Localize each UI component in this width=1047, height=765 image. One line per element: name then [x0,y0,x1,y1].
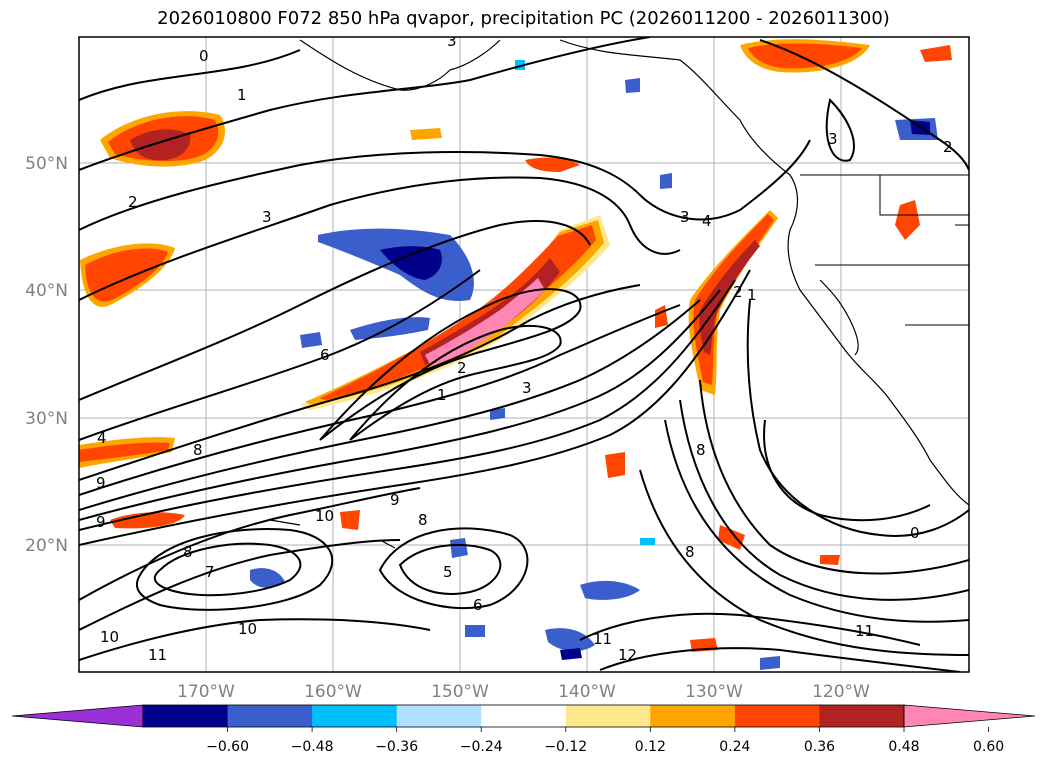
qvapor-contours [79,37,969,672]
colorbar-tick-label: −0.12 [544,739,587,755]
contour-label: 0 [910,524,920,542]
contour-label: 2 [457,359,467,377]
contour-label: 1 [237,86,247,104]
lon-label: 170°W [177,682,235,702]
contour-label: 3 [828,130,838,148]
contour-label: 1 [747,286,757,304]
colorbar-segment [734,705,820,727]
colorbar-segment [312,705,398,727]
contour-label: 11 [593,630,612,648]
contour-label: 3 [522,379,532,397]
contour-label: 8 [418,511,428,529]
colorbar-tick-label: 0.48 [888,739,919,755]
colorbar-segment [650,705,736,727]
map-title: 2026010800 F072 850 hPa qvapor, precipit… [157,8,890,29]
contour-label: 9 [96,474,106,492]
contour-label: 8 [696,441,706,459]
colorbar-tick-label: −0.60 [206,739,249,755]
colorbar-segment [396,705,482,727]
colorbar-tick-label: 0.12 [635,739,666,755]
colorbar-tick-label: 0.60 [973,739,1004,755]
contour-label: 6 [473,596,483,614]
lon-label: 130°W [685,682,743,702]
longitude-labels: 170°W 160°W 150°W 140°W 130°W 120°W [177,682,870,702]
colorbar-segment [481,705,567,727]
contour-label: 2 [943,138,953,156]
colorbar-tick-label: −0.36 [375,739,418,755]
contour-label: 3 [680,208,690,226]
lat-label: 20°N [25,536,68,556]
lon-label: 140°W [558,682,616,702]
contour-label: 6 [320,346,330,364]
contour-label: 7 [205,563,215,581]
colorbar-segment [819,705,905,727]
colorbar-tick-label: 0.24 [719,739,750,755]
contour-label: 4 [702,212,712,230]
colorbar: −0.60 −0.48 −0.36 −0.24 −0.12 0.12 0.24 0.36 0.4… [11,704,1036,755]
contour-label: 9 [96,513,106,531]
lat-label: 40°N [25,281,68,301]
colorbar-tick-label: −0.24 [460,739,503,755]
precip-negative [250,60,938,670]
contour-label: 9 [390,491,400,509]
contour-label: 1 [437,386,447,404]
map-panel: 0 1 2 3 4 6 8 9 9 10 9 8 8 7 5 6 10 10 1… [79,32,969,672]
contour-label: 10 [100,628,119,646]
contour-label: 8 [183,543,193,561]
coastlines [269,39,969,549]
colorbar-segment [227,705,313,727]
contour-label: 5 [443,563,453,581]
contour-label: 11 [855,622,874,640]
contour-label: 4 [97,429,107,447]
precip-positive [79,39,952,652]
contour-label: 0 [199,47,209,65]
contour-label: 8 [685,543,695,561]
contour-label: 2 [733,283,743,301]
lon-label: 120°W [812,682,870,702]
lon-label: 150°W [431,682,489,702]
latitude-labels: 50°N 40°N 30°N 20°N [25,154,68,556]
colorbar-outline [142,704,905,728]
contour-label: 3 [447,32,457,50]
colorbar-ticks: −0.60 −0.48 −0.36 −0.24 −0.12 0.12 0.24 0.36 0.4… [206,727,1004,755]
contour-label: 10 [238,620,257,638]
colorbar-segment [143,705,229,727]
contour-labels: 0 1 2 3 4 6 8 9 9 10 9 8 8 7 5 6 10 10 1… [96,32,953,664]
colorbar-tick-label: 0.36 [804,739,835,755]
colorbar-extend-max [903,704,1036,728]
contour-label: 2 [128,193,138,211]
lon-label: 160°W [304,682,362,702]
colorbar-extend-min [11,704,144,728]
contour-label: 8 [193,441,203,459]
contour-label: 12 [618,646,637,664]
colorbar-segments [11,704,1036,728]
lat-label: 30°N [25,409,68,429]
contour-label: 10 [315,507,334,525]
colorbar-segment [565,705,651,727]
colorbar-tick-label: −0.48 [291,739,334,755]
map-frame [78,36,970,673]
contour-label: 11 [148,646,167,664]
contour-label: 3 [262,208,272,226]
lat-label: 50°N [25,154,68,174]
